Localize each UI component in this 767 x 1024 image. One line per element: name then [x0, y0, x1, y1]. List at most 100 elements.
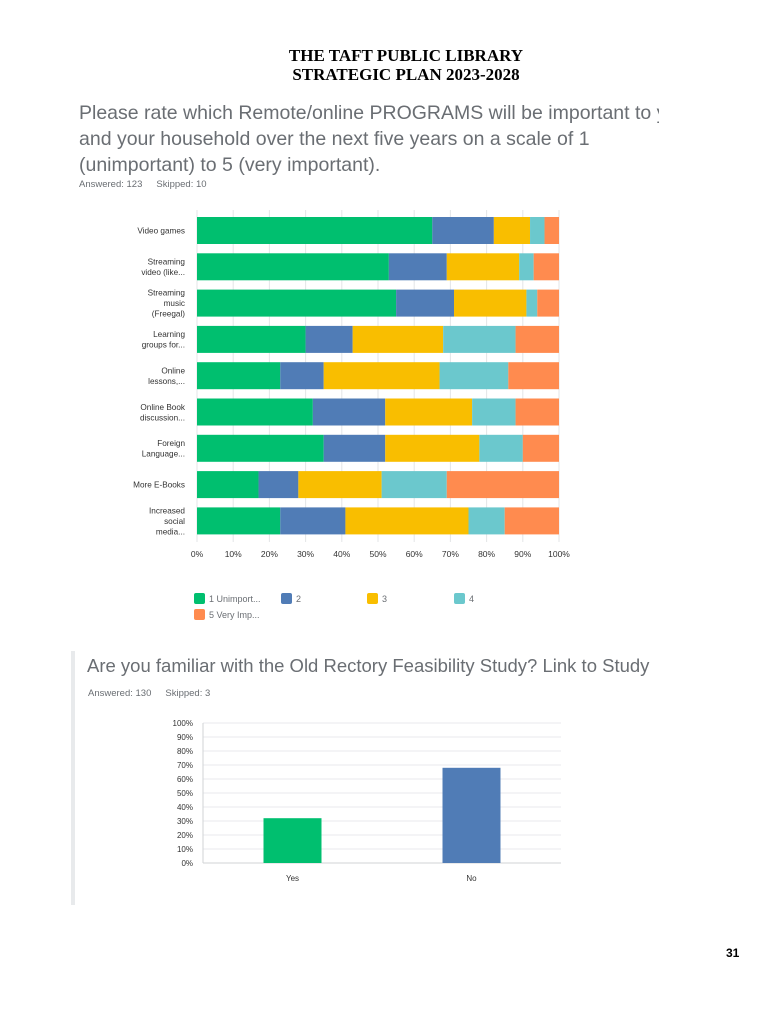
- legend-label: 4: [469, 594, 475, 604]
- plan-title: STRATEGIC PLAN 2023-2028: [292, 65, 520, 84]
- y-tick-label: 10%: [177, 845, 193, 854]
- y-tick-label: 50%: [177, 789, 193, 798]
- category-label: Online lessons,...: [148, 366, 185, 386]
- bar-segment: [439, 362, 509, 390]
- bar-segment: [522, 434, 559, 462]
- bar-segment: [388, 253, 447, 281]
- question-1-stats: Answered: 123 Skipped: 10: [79, 179, 207, 190]
- category-label: Learning groups for...: [142, 330, 186, 350]
- category-label: Foreign Language...: [142, 439, 186, 459]
- legend-item: 1 Unimport...: [194, 593, 261, 604]
- bar-segment: [526, 289, 538, 317]
- y-tick-label: 20%: [177, 831, 193, 840]
- y-tick-label: 0%: [181, 859, 193, 868]
- x-tick-label: 20%: [261, 549, 278, 559]
- category-label: Increased social media...: [149, 506, 185, 536]
- bar-segment: [446, 253, 520, 281]
- legend-swatch: [281, 593, 292, 604]
- legend-label: 3: [382, 594, 388, 604]
- bar-segment: [280, 362, 324, 390]
- bar: [442, 767, 501, 863]
- category-label: Online Book discussion...: [140, 403, 186, 423]
- bar-segment: [468, 507, 505, 535]
- bar-segment: [479, 434, 523, 462]
- bar-segment: [312, 398, 386, 426]
- bar-segment: [385, 434, 480, 462]
- y-tick-label: 70%: [177, 761, 193, 770]
- bar-segment: [533, 253, 559, 281]
- bar-segment: [504, 507, 559, 535]
- bar-segment: [197, 507, 281, 535]
- y-tick-label: 80%: [177, 747, 193, 756]
- bar-segment: [508, 362, 559, 390]
- x-tick-label: 80%: [478, 549, 495, 559]
- bar: [263, 818, 322, 863]
- bar-segment: [305, 325, 353, 353]
- legend-item: 2: [281, 593, 301, 604]
- question-1-line-1: Please rate which Remote/online PROGRAMS…: [79, 102, 659, 124]
- y-tick-label: 60%: [177, 775, 193, 784]
- legend-label: 1 Unimport...: [209, 594, 261, 604]
- bar-segment: [385, 398, 473, 426]
- y-tick-label: 40%: [177, 803, 193, 812]
- bar-segment: [280, 507, 346, 535]
- category-label: Streaming music (Freegal): [148, 289, 186, 319]
- question-2-stats: Answered: 130 Skipped: 3: [88, 688, 210, 699]
- bar-segment: [515, 398, 559, 426]
- bar-segment: [197, 289, 397, 317]
- legend-item: 5 Very Imp...: [194, 609, 260, 620]
- bar-segment: [197, 398, 313, 426]
- x-tick-label: 40%: [333, 549, 350, 559]
- legend-label: 5 Very Imp...: [209, 610, 260, 620]
- bar-segment: [197, 253, 389, 281]
- bar-segment: [298, 471, 382, 499]
- bar-segment: [396, 289, 455, 317]
- x-tick-label: 50%: [369, 549, 386, 559]
- x-tick-label: 60%: [406, 549, 423, 559]
- x-category-label: No: [466, 874, 477, 883]
- feasibility-study-bar-chart: 0% 10% 20% 30% 40% 50% 60% 70% 80% 90% 100% Yes No: [173, 719, 561, 883]
- x-tick-label: 10%: [225, 549, 242, 559]
- bar-segment: [515, 325, 559, 353]
- x-category-label: Yes: [286, 874, 299, 883]
- legend-item: 3: [367, 593, 387, 604]
- bar-segment: [454, 289, 527, 317]
- legend-swatch: [454, 593, 465, 604]
- document-title: THE TAFT PUBLIC LIBRARY STRATEGIC PLAN 2…: [0, 46, 767, 84]
- legend-item: 4: [454, 593, 474, 604]
- bar-segment: [345, 507, 469, 535]
- bar-segment: [530, 217, 545, 244]
- x-tick-label: 70%: [442, 549, 459, 559]
- question-1-answered: Answered: 123: [79, 179, 143, 190]
- y-tick-label: 90%: [177, 733, 193, 742]
- x-tick-label: 30%: [297, 549, 314, 559]
- question-2-title: Are you familiar with the Old Rectory Fe…: [87, 655, 650, 676]
- legend-swatch: [367, 593, 378, 604]
- bar-segment: [197, 217, 433, 244]
- question-2-left-border: [71, 651, 75, 905]
- library-name: THE TAFT PUBLIC LIBRARY: [288, 46, 524, 65]
- bar-segment: [258, 471, 299, 499]
- category-label: Streaming video (like...: [141, 258, 185, 278]
- x-tick-label: 100%: [548, 549, 570, 559]
- bar-segment: [352, 325, 444, 353]
- bar-segment: [544, 217, 559, 244]
- question-1-line-3: (unimportant) to 5 (very important).: [79, 154, 381, 176]
- y-tick-label: 100%: [173, 719, 193, 728]
- bar-segment: [443, 325, 516, 353]
- question-1-title: Please rate which Remote/online PROGRAMS…: [79, 100, 659, 178]
- bar-segment: [519, 253, 534, 281]
- question-1-skipped: Skipped: 10: [156, 179, 207, 190]
- legend-label: 2: [296, 594, 302, 604]
- bar-segment: [197, 362, 281, 390]
- x-tick-label: 90%: [514, 549, 531, 559]
- legend-swatch: [194, 593, 205, 604]
- page-number: 31: [726, 946, 740, 960]
- bar-segment: [472, 398, 516, 426]
- bar-segment: [432, 217, 494, 244]
- category-label: More E-Books: [133, 481, 185, 490]
- programs-stacked-bar-chart: 0% 10% 20% 30% 40% 50% 60% 70% 80% 90% 100% Video g…: [133, 210, 570, 559]
- bar-segment: [381, 471, 447, 499]
- bar-segment: [323, 434, 386, 462]
- legend-swatch: [194, 609, 205, 620]
